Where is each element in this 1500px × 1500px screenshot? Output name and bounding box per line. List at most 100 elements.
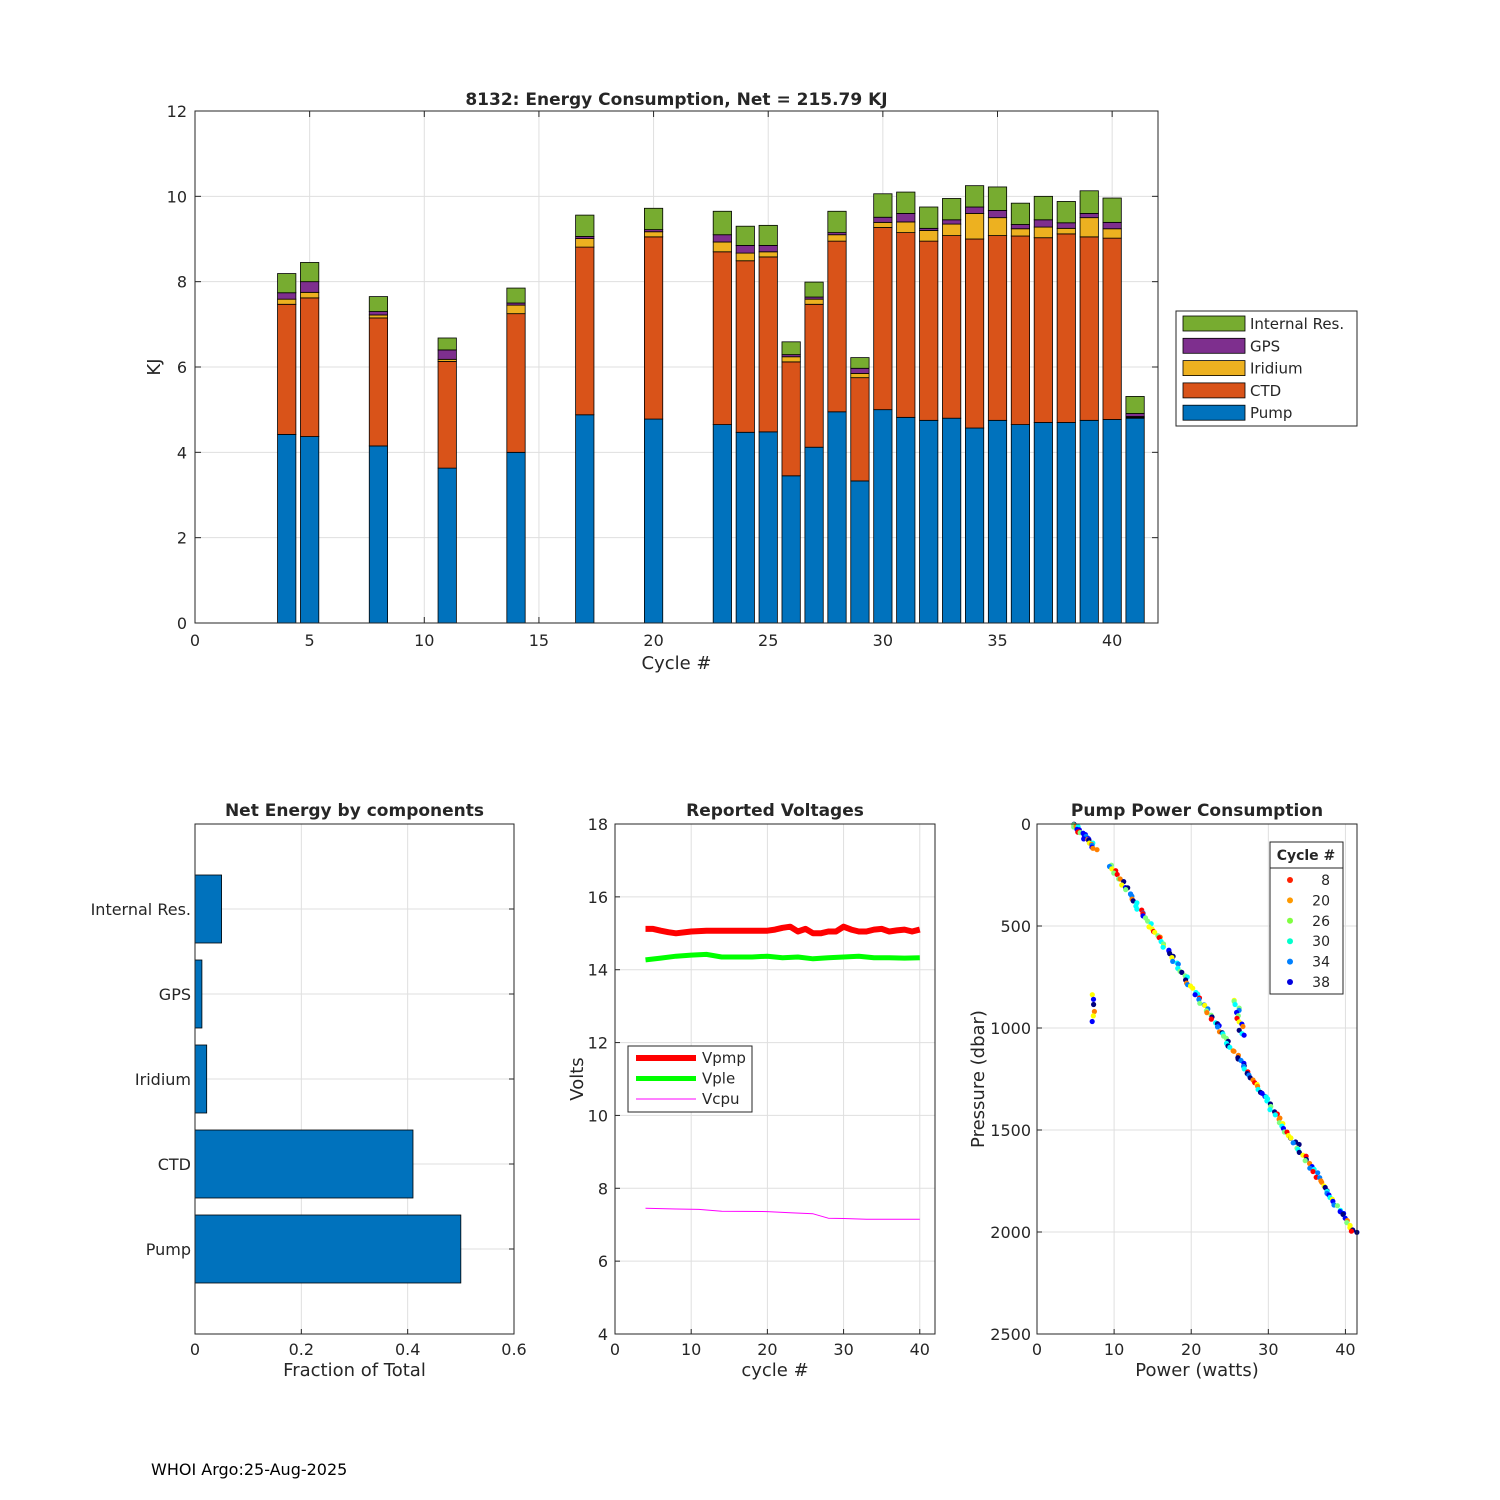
fraction-bar [194,874,222,944]
energy-bar-pump [804,446,824,624]
pump-point [1232,1001,1238,1008]
pump-ylabel: Pressure (dbar) [968,1010,989,1148]
energy-bar-pump [896,416,916,624]
fraction-ytick-label: Iridium [135,1070,191,1089]
pump-axes: 0 10 20 30 40 0 500 1000 1500 2000 2500 Pump Power … [968,801,1360,1381]
energy-bar-iridium [987,217,1008,236]
voltage-ytick-label: 8 [598,1179,608,1198]
pump-xtick-label: 20 [1181,1340,1201,1359]
voltage-line-vple [645,951,920,963]
pump-point [1204,1010,1210,1016]
pump-box [1036,823,1358,1335]
pump-legend-marker [1287,877,1293,883]
energy-bar-pump [1079,419,1099,624]
energy-bar-ctd [1079,236,1099,421]
energy-bar-iridium [758,251,778,258]
voltage-ytick-label: 10 [588,1106,608,1125]
energy-bar-pump [781,475,801,624]
energy-bar-gps [987,210,1008,219]
energy-bar-ctd [827,240,847,413]
energy-bar-iridium [965,212,985,240]
energy-bar-internal [827,210,847,233]
energy-bar-ctd [368,317,388,447]
voltage-line-vcpu [645,1207,920,1220]
pump-legend-marker [1287,958,1293,965]
pump-xtick-label: 10 [1104,1340,1124,1359]
pump-point [1290,1140,1296,1146]
energy-bar-pump [919,419,939,624]
voltage-xtick-label: 40 [910,1340,930,1359]
energy-legend-swatch [1182,337,1246,354]
voltage-ytick-label: 14 [588,961,608,980]
pump-legend-label: 26 [1312,914,1330,930]
energy-bar-internal [942,198,962,221]
pump-point [1114,871,1120,878]
energy-bar-pump [1125,417,1145,624]
voltage-ytick-label: 4 [598,1325,608,1344]
energy-bar-ctd [1010,235,1030,426]
energy-bar-internal [277,273,297,294]
energy-bar-internal [506,287,526,304]
energy-bar-internal [896,191,916,214]
energy-ytick-label: 6 [177,358,187,377]
voltage-ylabel: Volts [567,1057,588,1100]
voltage-axes: 0 10 20 30 40 4 6 8 10 12 14 16 18 Reported Voltages c… [567,801,936,1381]
pump-point [1241,1032,1247,1038]
pump-point [1208,1016,1214,1022]
energy-bar-ctd [644,236,664,420]
energy-ylabel: KJ [144,358,165,375]
pump-point [1288,1135,1294,1141]
energy-xtick-label: 40 [1102,631,1122,650]
energy-bar-pump [300,436,320,624]
energy-bar-iridium [919,230,939,242]
energy-bar-internal [644,207,664,231]
voltage-xtick-label: 30 [833,1340,853,1359]
voltage-xtick-label: 20 [757,1340,777,1359]
energy-bar-gps [942,219,962,225]
energy-bar-gps [300,281,320,293]
energy-bar-ctd [575,246,595,416]
energy-bar-internal [873,193,893,218]
energy-bar-ctd [735,260,755,433]
energy-bar-ctd [850,377,870,482]
voltage-box [614,823,936,1335]
fraction-box [194,823,515,1335]
energy-ytick-label: 2 [177,529,187,548]
voltage-line-vpmp [645,923,921,937]
energy-bar-iridium [506,304,526,315]
energy-legend-swatch [1182,382,1246,399]
energy-xtick-label: 30 [873,631,893,650]
pump-point [1175,961,1181,967]
pump-point [1264,1098,1270,1104]
energy-bar-gps [965,206,985,214]
pump-point [1315,1170,1321,1176]
energy-bar-internal [1056,201,1076,224]
energy-bar-iridium [873,221,893,228]
energy-bar-ctd [965,238,985,429]
energy-bar-pump [575,414,595,624]
pump-xtick-label: 0 [1032,1340,1042,1359]
energy-bar-internal [1102,197,1122,223]
energy-bar-internal [1125,396,1145,414]
pump-point [1241,1066,1247,1072]
pump-point [1310,1168,1316,1175]
voltage-legend-label: Vpmp [702,1049,746,1067]
voltage-legend: Vpmp Vple Vcpu [627,1045,753,1113]
energy-bar-internal [1010,202,1030,225]
energy-legend-label: CTD [1250,382,1281,400]
pump-point [1179,969,1185,976]
fraction-ytick-label: GPS [159,985,191,1004]
pump-point [1240,1023,1246,1030]
energy-title: 8132: Energy Consumption, Net = 215.79 K… [465,90,887,110]
energy-bar-iridium [1079,217,1099,238]
energy-legend-label: Internal Res. [1250,315,1344,333]
energy-bar-pump [873,409,893,624]
pump-legend-marker [1287,938,1293,945]
pump-legend-label: 38 [1312,975,1330,991]
energy-bar-ctd [506,313,526,453]
energy-bar-ctd [873,227,893,411]
energy-xtick-label: 10 [414,631,434,650]
pump-title: Pump Power Consumption [1071,801,1323,821]
pump-xtick-label: 40 [1335,1340,1355,1359]
pump-point [1170,958,1176,965]
